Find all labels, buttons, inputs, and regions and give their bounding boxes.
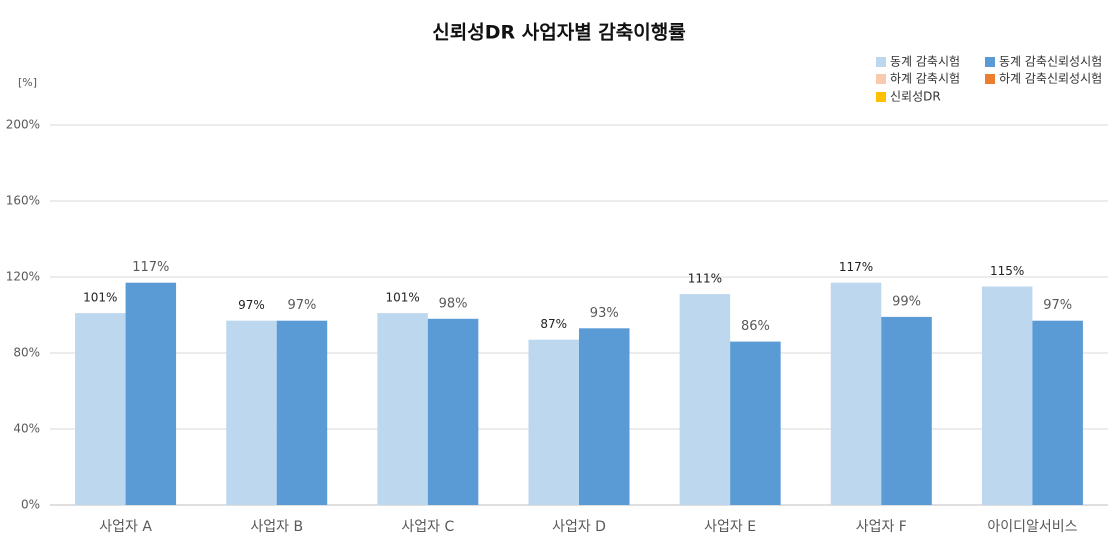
y-tick-label: 160%	[6, 194, 40, 208]
x-tick-label: 사업자 C	[401, 519, 454, 535]
bar	[1032, 320, 1083, 505]
bar	[226, 320, 277, 505]
bar	[125, 282, 177, 505]
x-tick-label: 아이디알서비스	[987, 519, 1077, 535]
legend-label: 하계 감축신뢰성시험	[999, 72, 1102, 86]
legend-label: 동계 감축시험	[890, 55, 960, 69]
x-tick-label: 사업자 F	[856, 519, 907, 535]
data-label: 99%	[892, 294, 921, 309]
x-tick-label: 사업자 B	[250, 519, 303, 535]
data-label: 86%	[741, 319, 770, 334]
data-label: 97%	[1043, 298, 1072, 313]
data-label: 117%	[132, 260, 169, 275]
bar	[881, 316, 932, 505]
bar	[679, 294, 731, 505]
legend-swatch	[985, 74, 995, 84]
data-label: 87%	[540, 317, 567, 331]
bar	[427, 318, 479, 505]
bar	[579, 328, 630, 505]
data-label: 115%	[990, 264, 1024, 278]
bar	[730, 341, 781, 505]
data-label: 101%	[385, 291, 419, 305]
legend-swatch	[876, 74, 886, 84]
data-label: 111%	[688, 272, 722, 286]
bar	[377, 313, 428, 505]
legend-label: 동계 감축신뢰성시험	[999, 55, 1102, 69]
data-label: 97%	[238, 298, 265, 312]
legend-swatch	[876, 57, 886, 67]
x-tick-label: 사업자 A	[99, 519, 152, 535]
data-label: 117%	[839, 260, 873, 274]
legend-label: 신뢰성DR	[890, 90, 941, 104]
data-label: 101%	[83, 291, 117, 305]
chart-title: 신뢰성DR 사업자별 감축이행률	[432, 22, 685, 44]
y-tick-label: 200%	[6, 118, 40, 132]
legend-swatch	[985, 57, 995, 67]
bar	[830, 282, 882, 505]
data-label: 93%	[590, 306, 619, 321]
y-tick-label: 0%	[21, 498, 40, 512]
x-tick-label: 사업자 D	[552, 519, 606, 535]
legend-label: 하계 감축시험	[890, 72, 960, 86]
bar	[981, 286, 1033, 505]
y-tick-label: 120%	[6, 270, 40, 284]
legend-swatch	[876, 92, 886, 102]
data-label: 97%	[288, 298, 317, 313]
bar	[528, 339, 579, 505]
bar	[75, 313, 126, 505]
bar	[276, 320, 328, 505]
y-tick-label: 40%	[13, 422, 40, 436]
x-tick-label: 사업자 E	[704, 519, 756, 535]
data-label: 98%	[439, 296, 468, 311]
y-axis-label: [%]	[18, 76, 37, 89]
y-tick-label: 80%	[13, 346, 40, 360]
